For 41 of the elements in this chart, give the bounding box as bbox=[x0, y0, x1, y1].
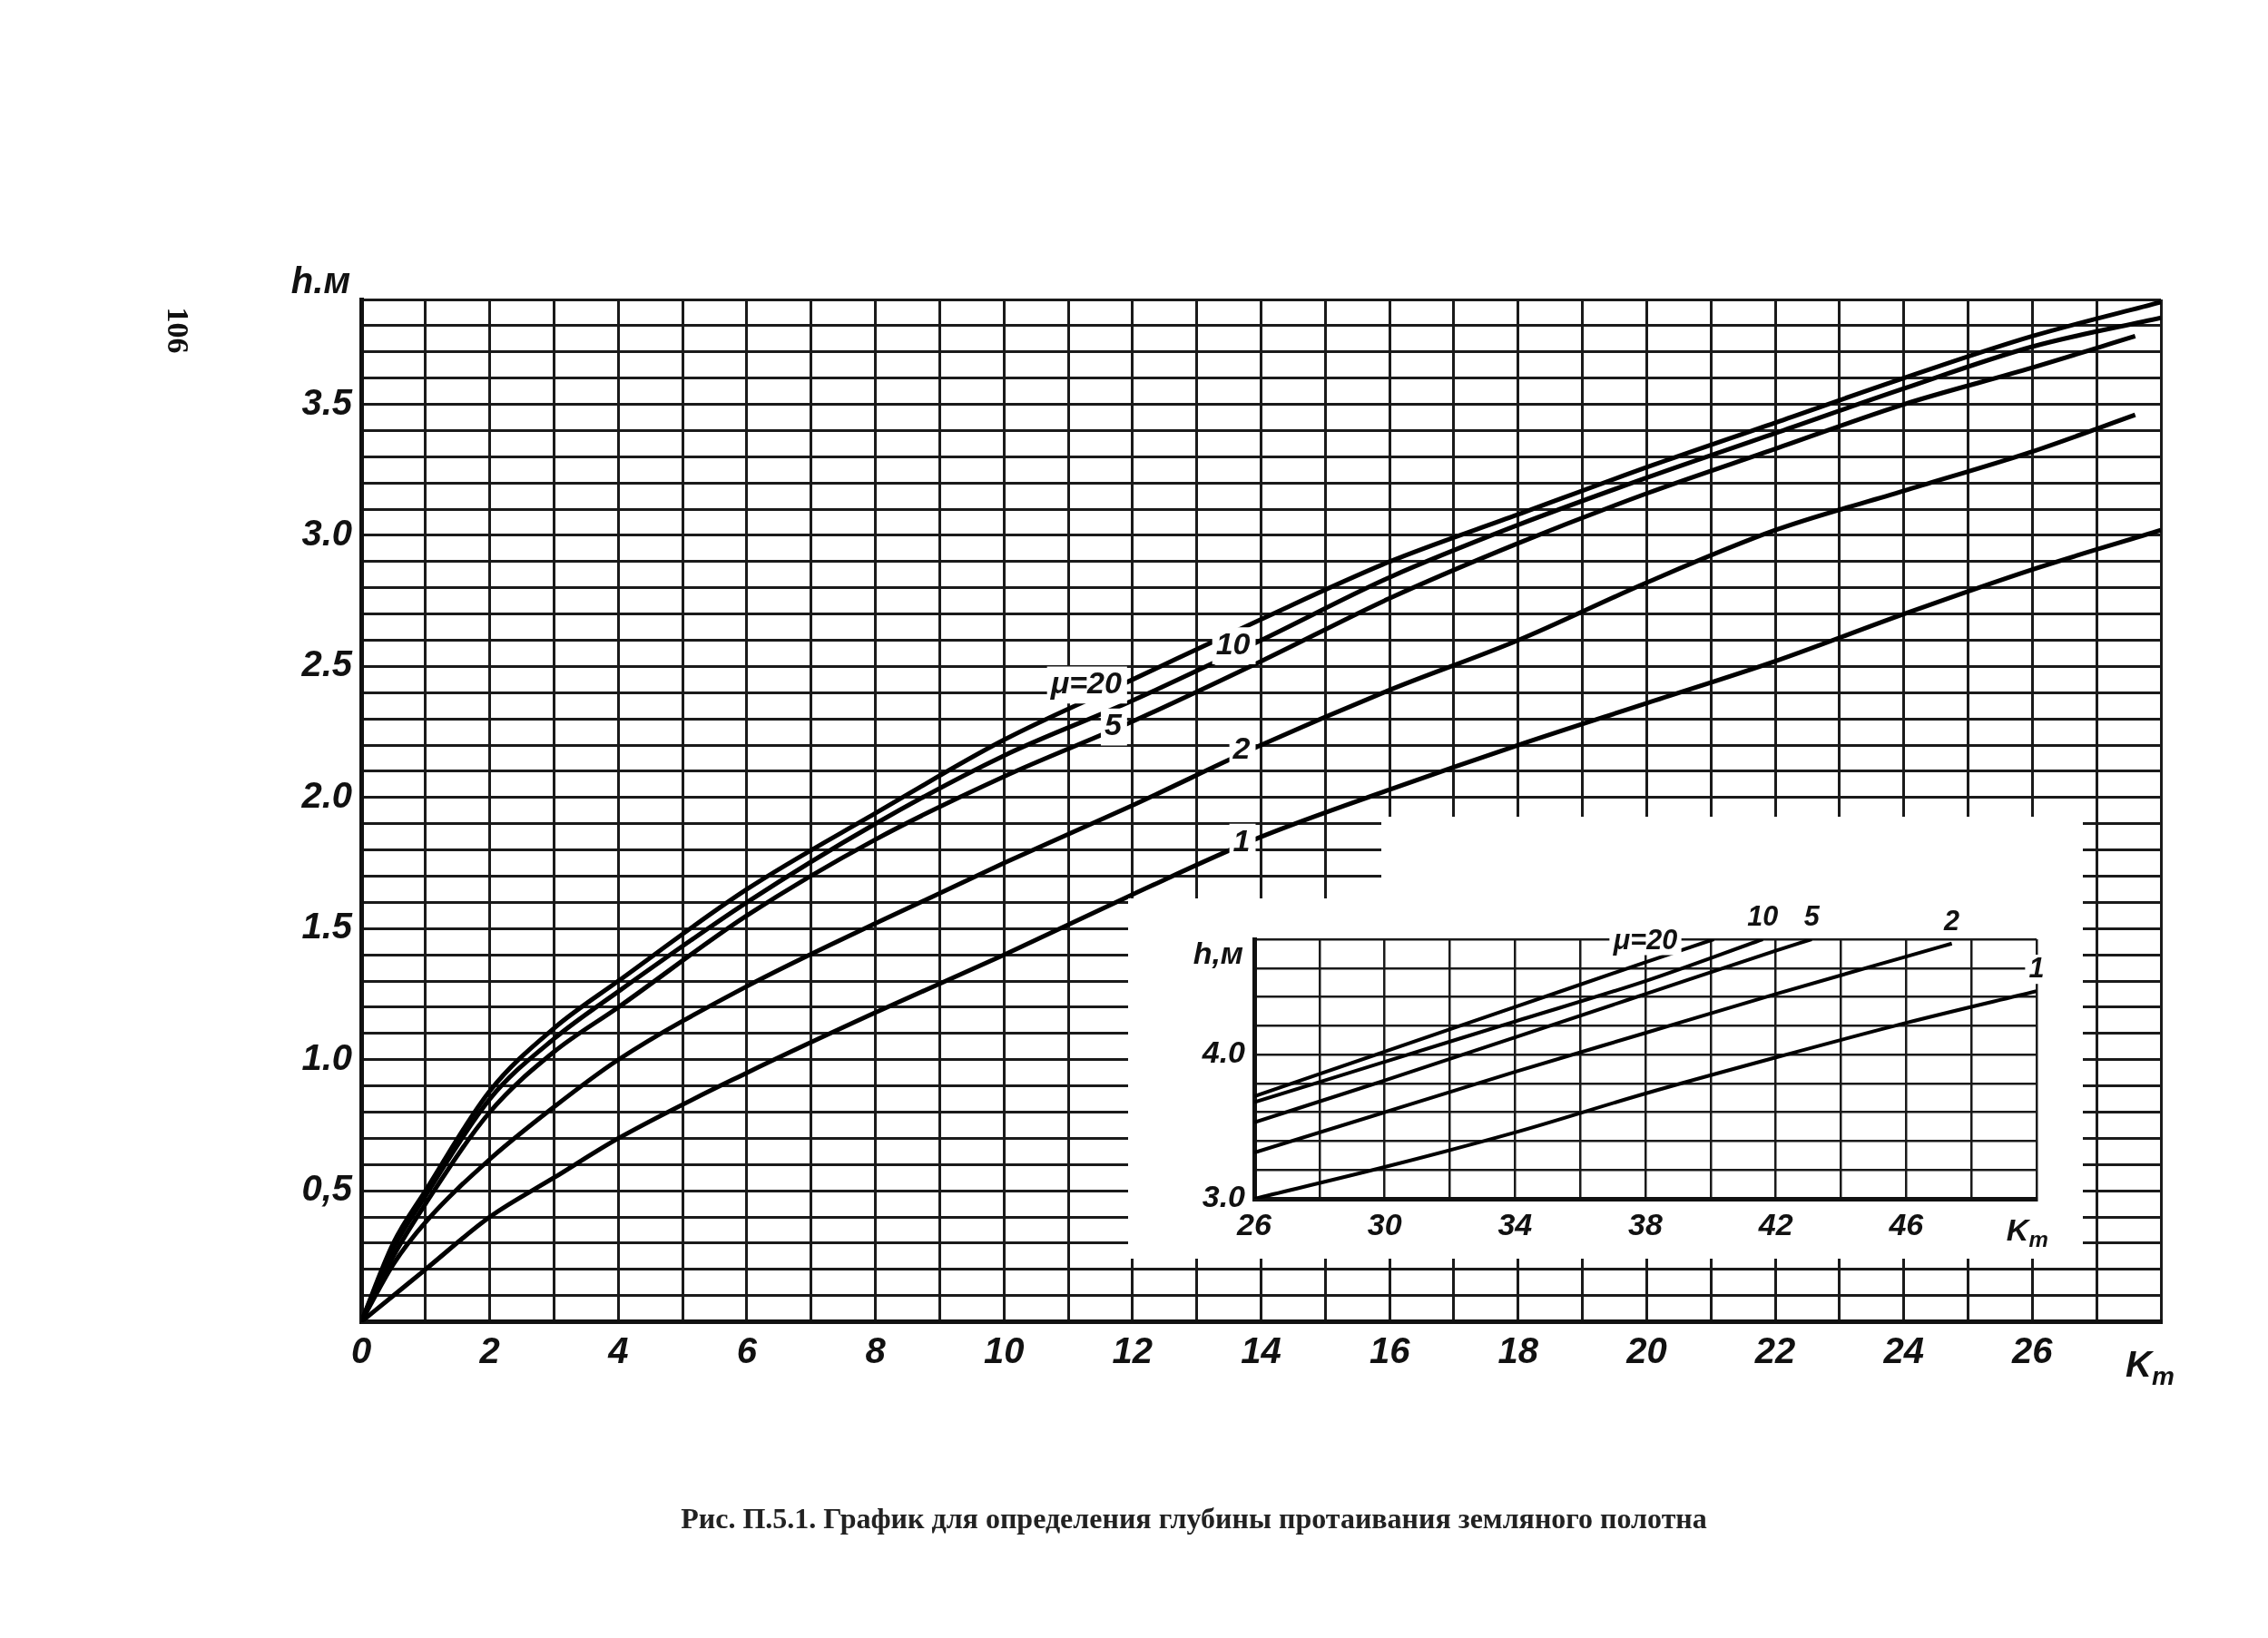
x-tick-label: 14 bbox=[1241, 1329, 1281, 1370]
x-tick-label: 8 bbox=[865, 1329, 887, 1370]
x-tick-label: 10 bbox=[983, 1329, 1025, 1370]
x-tick-label: 22 bbox=[1753, 1329, 1796, 1370]
x-tick-label: 42 bbox=[1757, 1206, 1793, 1241]
x-tick-label: 12 bbox=[1112, 1329, 1154, 1370]
x-tick-label: 2 bbox=[478, 1329, 500, 1370]
y-tick-label: 2.0 bbox=[300, 774, 352, 815]
y-tick-label: 4.0 bbox=[1201, 1035, 1246, 1070]
annotation: 5 bbox=[1104, 707, 1123, 742]
x-tick-label: 0 bbox=[350, 1329, 372, 1370]
x-tick-label: 6 bbox=[736, 1329, 758, 1370]
x-tick-label: 26 bbox=[2011, 1329, 2054, 1370]
y-axis-title: h.м bbox=[290, 260, 350, 301]
x-tick-label: 18 bbox=[1497, 1329, 1539, 1370]
annotation: 10 bbox=[1747, 900, 1779, 932]
x-tick-label: 20 bbox=[1625, 1329, 1667, 1370]
annotation: 5 bbox=[1803, 900, 1821, 932]
annotation: 2 bbox=[1232, 731, 1251, 766]
x-tick-label: 16 bbox=[1369, 1329, 1411, 1370]
annotation: μ=20 bbox=[1612, 923, 1678, 956]
annotation: 1 bbox=[1232, 822, 1251, 858]
x-tick-label: 46 bbox=[1888, 1206, 1925, 1241]
x-tick-label: 30 bbox=[1367, 1206, 1402, 1241]
x-tick-label: 24 bbox=[1882, 1329, 1924, 1370]
x-tick-label: 38 bbox=[1628, 1206, 1663, 1241]
y-tick-label: 2.5 bbox=[300, 643, 353, 684]
annotation: 10 bbox=[1215, 625, 1251, 661]
y-tick-label: 1.0 bbox=[301, 1036, 352, 1077]
y-tick-label: 3.5 bbox=[301, 381, 353, 422]
text: 106 bbox=[160, 307, 195, 354]
y-tick-label: 1.5 bbox=[301, 906, 353, 947]
y-axis-title: h,м bbox=[1193, 936, 1244, 971]
annotation: 2 bbox=[1943, 904, 1960, 936]
annotation: 1 bbox=[2028, 952, 2045, 984]
x-tick-label: 34 bbox=[1497, 1206, 1533, 1241]
y-tick-label: 3.0 bbox=[301, 513, 352, 554]
text: Рис. П.5.1. График для определения глубины протаивания земляного полотна bbox=[681, 1502, 1707, 1535]
y-tick-label: 0,5 bbox=[301, 1168, 353, 1209]
x-tick-label: 4 bbox=[607, 1329, 629, 1370]
annotation: μ=20 bbox=[1049, 665, 1122, 701]
